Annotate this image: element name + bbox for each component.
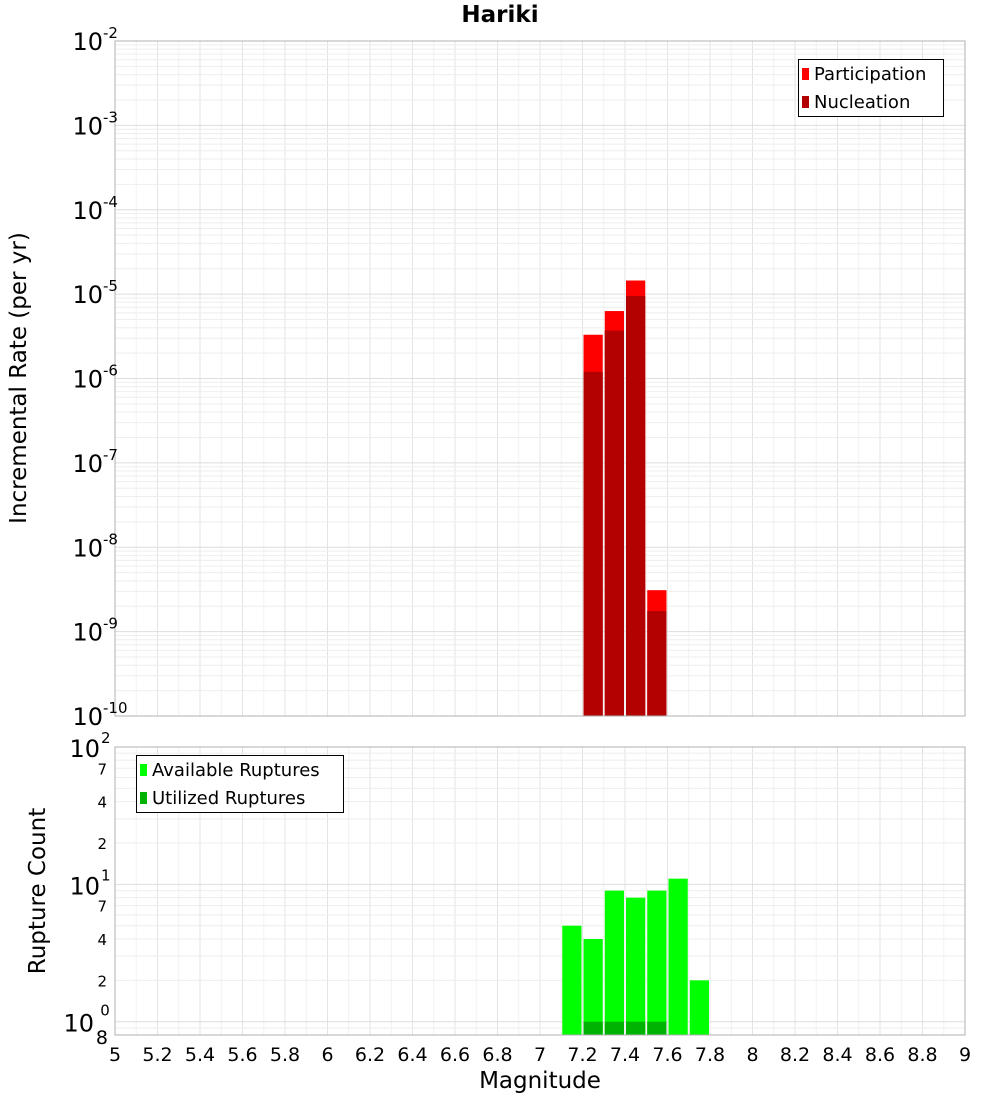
participation-swatch — [802, 68, 809, 80]
x-axis-label: Magnitude — [479, 1068, 601, 1094]
top-y-tick-exponent: -5 — [103, 277, 118, 295]
legend-item-utilized: Utilized Ruptures — [137, 784, 343, 812]
top-y-tick-base: 10 — [72, 450, 103, 478]
bottom-y-tick-base: 10 — [63, 1010, 94, 1038]
available-bar — [689, 980, 709, 1035]
available-bar — [583, 939, 603, 1035]
x-tick-label: 7.6 — [652, 1044, 682, 1066]
x-tick-label: 6.4 — [397, 1044, 427, 1066]
x-tick-label: 7.8 — [695, 1044, 725, 1066]
x-tick-label: 5.6 — [227, 1044, 257, 1066]
top-y-tick-base: 10 — [72, 619, 103, 647]
bottom-y-minor-tick-label: 4 — [97, 931, 107, 949]
legend-item-available: Available Ruptures — [137, 756, 343, 784]
x-tick-label: 7 — [534, 1044, 546, 1066]
bottom-plot-border — [114, 746, 966, 1036]
x-tick-label: 8.4 — [822, 1044, 852, 1066]
bottom-y-tick-base: 10 — [69, 735, 100, 763]
utilized-swatch — [140, 792, 147, 804]
top-y-tick-exponent: -2 — [103, 24, 118, 42]
top-y-tick-base: 10 — [72, 28, 103, 56]
available-bar — [668, 878, 688, 1035]
top-y-tick-base: 10 — [72, 703, 103, 731]
bottom-y-minor-tick-label: 2 — [97, 835, 107, 853]
legend-item-nucleation: Nucleation — [799, 88, 943, 116]
x-tick-label: 9 — [959, 1044, 971, 1066]
top-y-tick-exponent: -4 — [103, 193, 118, 211]
available-bar — [562, 925, 582, 1035]
x-tick-label: 5.4 — [185, 1044, 215, 1066]
x-tick-label: 6 — [321, 1044, 333, 1066]
top-y-tick-exponent: -8 — [103, 530, 118, 548]
x-tick-label: 6.6 — [440, 1044, 470, 1066]
top-y-tick-exponent: -9 — [103, 615, 118, 633]
top-plot-border — [114, 40, 966, 717]
available-bar — [647, 890, 667, 1035]
x-tick-label: 6.2 — [355, 1044, 385, 1066]
x-tick-label: 7.2 — [567, 1044, 597, 1066]
x-tick-label: 5 — [109, 1044, 121, 1066]
available-bar — [626, 897, 646, 1035]
top-y-tick-exponent: -3 — [103, 108, 118, 126]
bottom-y-minor-tick-label: 4 — [97, 794, 107, 812]
available-bar — [604, 890, 624, 1035]
utilized-bar — [604, 1021, 624, 1035]
utilized-bar — [583, 1021, 603, 1035]
legend-label-participation: Participation — [814, 63, 927, 85]
top-y-tick-base: 10 — [72, 197, 103, 225]
nucleation-bar — [647, 611, 667, 716]
bottom-y-tick-exponent: 2 — [101, 729, 111, 747]
top-y-tick-base: 10 — [72, 366, 103, 394]
nucleation-swatch — [802, 96, 809, 108]
x-tick-label: 8.2 — [780, 1044, 810, 1066]
bottom-y-minor-tick-label: 2 — [97, 972, 107, 990]
chart-title: Hariki — [461, 2, 539, 28]
bottom-legend: Available Ruptures Utilized Ruptures — [136, 755, 344, 813]
x-tick-label: 6.8 — [482, 1044, 512, 1066]
bottom-y-tick-label: 8 — [96, 1027, 108, 1049]
bottom-y-minor-tick-label: 7 — [97, 898, 107, 916]
top-legend: Participation Nucleation — [798, 59, 944, 117]
top-y-tick-exponent: -10 — [103, 699, 128, 717]
legend-label-nucleation: Nucleation — [814, 91, 911, 113]
nucleation-bar — [626, 296, 646, 716]
bottom-y-tick-base: 10 — [69, 872, 100, 900]
x-tick-label: 8.8 — [907, 1044, 937, 1066]
legend-label-available: Available Ruptures — [152, 759, 320, 781]
top-y-tick-base: 10 — [72, 112, 103, 140]
legend-item-participation: Participation — [799, 60, 943, 88]
available-swatch — [140, 764, 147, 776]
top-y-tick-exponent: -6 — [103, 362, 118, 380]
bottom-y-tick-exponent: 0 — [100, 1002, 110, 1020]
top-y-tick-base: 10 — [72, 534, 103, 562]
legend-label-utilized: Utilized Ruptures — [152, 787, 306, 809]
bottom-y-minor-tick-label: 7 — [97, 760, 107, 778]
utilized-bar — [647, 1021, 667, 1035]
x-tick-label: 5.2 — [142, 1044, 172, 1066]
x-tick-label: 8.6 — [865, 1044, 895, 1066]
nucleation-bar — [604, 330, 624, 716]
bottom-y-tick-exponent: 1 — [101, 866, 111, 884]
top-y-tick-exponent: -7 — [103, 446, 118, 464]
nucleation-bar — [583, 371, 603, 716]
top-y-tick-base: 10 — [72, 281, 103, 309]
x-tick-label: 5.8 — [270, 1044, 300, 1066]
x-tick-label: 7.4 — [610, 1044, 640, 1066]
x-tick-label: 8 — [746, 1044, 758, 1066]
utilized-bar — [626, 1021, 646, 1035]
